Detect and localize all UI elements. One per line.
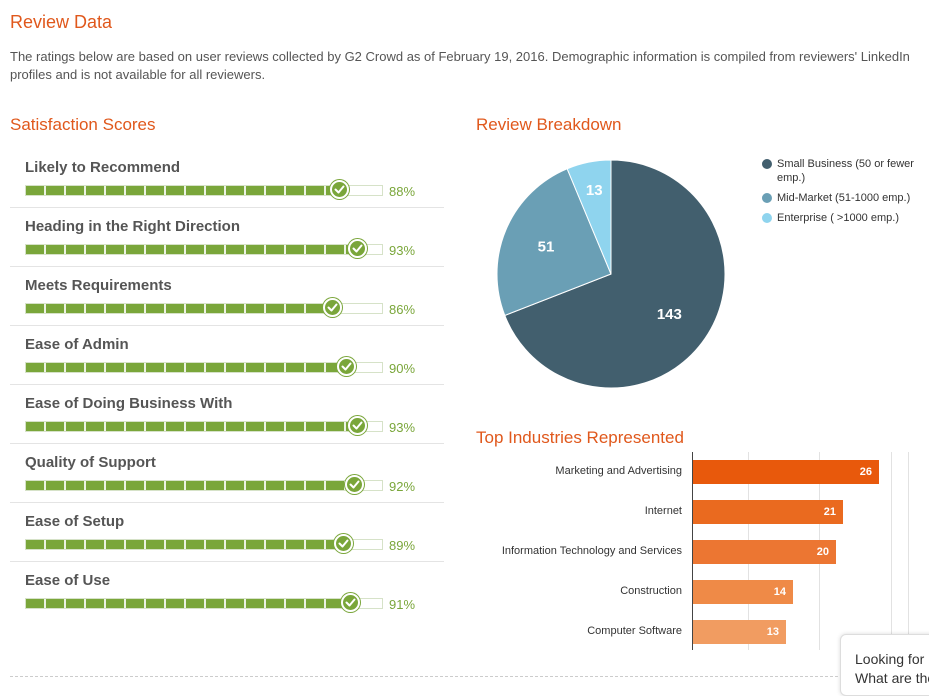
- score-bar: [25, 416, 383, 435]
- industries-bar-chart: Marketing and Advertising 26 Internet 21 Inf…: [476, 452, 929, 652]
- score-row: Likely to Recommend 88%: [10, 150, 444, 208]
- score-row: Ease of Doing Business With 93%: [10, 386, 444, 444]
- industry-row: Marketing and Advertising 26: [476, 459, 929, 485]
- chat-widget[interactable]: Looking for What are the: [840, 634, 929, 696]
- gridline: [890, 452, 892, 650]
- industry-bar: 13: [693, 620, 786, 644]
- industry-value: 21: [823, 506, 836, 518]
- score-bar-fill: [26, 422, 358, 431]
- score-bar-fill: [26, 540, 343, 549]
- score-bar: [25, 357, 383, 376]
- legend-swatch: [762, 213, 772, 223]
- industries-title: Top Industries Represented: [476, 428, 684, 447]
- industry-value: 20: [816, 546, 829, 558]
- industry-value: 26: [859, 466, 872, 478]
- score-bar: [25, 298, 383, 317]
- check-icon: [340, 593, 360, 612]
- industry-value: 14: [773, 586, 786, 598]
- section-divider: [10, 676, 838, 677]
- score-percent: 90%: [389, 361, 416, 376]
- score-row: Meets Requirements 86%: [10, 268, 444, 326]
- industry-label: Marketing and Advertising: [555, 465, 682, 477]
- review-breakdown-pie: 143 51 13: [495, 158, 727, 395]
- pie-data-label: 51: [538, 238, 555, 255]
- industry-label: Computer Software: [587, 625, 682, 637]
- score-row: Heading in the Right Direction 93%: [10, 209, 444, 267]
- score-percent: 91%: [389, 597, 416, 612]
- score-bar: [25, 239, 383, 258]
- score-bar: [25, 475, 383, 494]
- score-label: Quality of Support: [25, 454, 156, 471]
- check-icon: [337, 357, 357, 376]
- score-percent: 89%: [389, 538, 416, 553]
- score-percent: 93%: [389, 420, 416, 435]
- pie-slice-small-business: [504, 159, 726, 389]
- y-axis-line: [692, 452, 693, 650]
- score-percent: 88%: [389, 184, 416, 199]
- pie-data-label: 143: [657, 306, 682, 323]
- score-bar-fill: [26, 304, 333, 313]
- industry-bar: 26: [693, 460, 879, 484]
- score-label: Ease of Admin: [25, 336, 129, 353]
- score-label: Ease of Setup: [25, 513, 125, 530]
- score-bar: [25, 593, 383, 612]
- check-icon: [333, 534, 353, 553]
- legend-item: Small Business (50 or fewer emp.): [762, 157, 922, 185]
- gridline: [908, 452, 909, 650]
- industry-label: Internet: [644, 505, 682, 517]
- score-bar-fill: [26, 363, 347, 372]
- pie-slice-mid-market: [496, 168, 612, 317]
- score-row: Ease of Setup 89%: [10, 504, 444, 562]
- check-icon: [348, 239, 368, 258]
- pie-data-label: 13: [586, 182, 603, 199]
- score-bar: [25, 180, 383, 199]
- industry-row: Computer Software 13: [476, 619, 929, 645]
- check-icon: [348, 416, 368, 435]
- industry-value: 13: [766, 626, 779, 638]
- score-percent: 86%: [389, 302, 416, 317]
- chat-line-2: What are the: [855, 670, 929, 686]
- industry-row: Construction 14: [476, 579, 929, 605]
- industry-row: Information Technology and Services 20: [476, 539, 929, 565]
- check-icon: [330, 180, 350, 199]
- legend-item: Enterprise ( >1000 emp.): [762, 211, 922, 225]
- score-label: Likely to Recommend: [25, 159, 181, 176]
- score-row: Ease of Use 91%: [10, 563, 444, 620]
- legend-label: Mid-Market (51-1000 emp.): [777, 192, 911, 204]
- industry-bar: 21: [693, 500, 843, 524]
- score-percent: 93%: [389, 243, 416, 258]
- check-icon: [323, 298, 343, 317]
- pie-slice-enterprise: [566, 159, 612, 275]
- legend-swatch: [762, 193, 772, 203]
- pie-legend: Small Business (50 or fewer emp.) Mid-Mar…: [762, 157, 922, 231]
- score-bar-fill: [26, 481, 354, 490]
- score-bar-fill: [26, 245, 358, 254]
- score-label: Meets Requirements: [25, 277, 172, 294]
- legend-label: Enterprise ( >1000 emp.): [777, 212, 899, 224]
- satisfaction-scores: Likely to Recommend 88% Heading in the Rig…: [10, 150, 444, 621]
- score-label: Ease of Use: [25, 572, 111, 589]
- score-row: Ease of Admin 90%: [10, 327, 444, 385]
- intro-text: The ratings below are based on user revi…: [10, 49, 910, 82]
- score-bar-fill: [26, 599, 350, 608]
- satisfaction-title: Satisfaction Scores: [10, 115, 156, 134]
- score-percent: 92%: [389, 479, 416, 494]
- industry-label: Information Technology and Services: [501, 545, 682, 557]
- industry-label: Construction: [620, 585, 682, 597]
- check-icon: [344, 475, 364, 494]
- score-bar-fill: [26, 186, 340, 195]
- legend-label: Small Business (50 or fewer emp.): [777, 158, 914, 184]
- industry-bar: 14: [693, 580, 793, 604]
- industry-row: Internet 21: [476, 499, 929, 525]
- score-row: Quality of Support 92%: [10, 445, 444, 503]
- legend-swatch: [762, 159, 772, 169]
- page-title: Review Data: [10, 12, 113, 32]
- score-bar: [25, 534, 383, 553]
- score-label: Ease of Doing Business With: [25, 395, 233, 412]
- score-label: Heading in the Right Direction: [25, 218, 241, 235]
- legend-item: Mid-Market (51-1000 emp.): [762, 191, 922, 205]
- review-breakdown-title: Review Breakdown: [476, 115, 622, 134]
- industry-bar: 20: [693, 540, 836, 564]
- chat-line-1: Looking for: [855, 651, 925, 667]
